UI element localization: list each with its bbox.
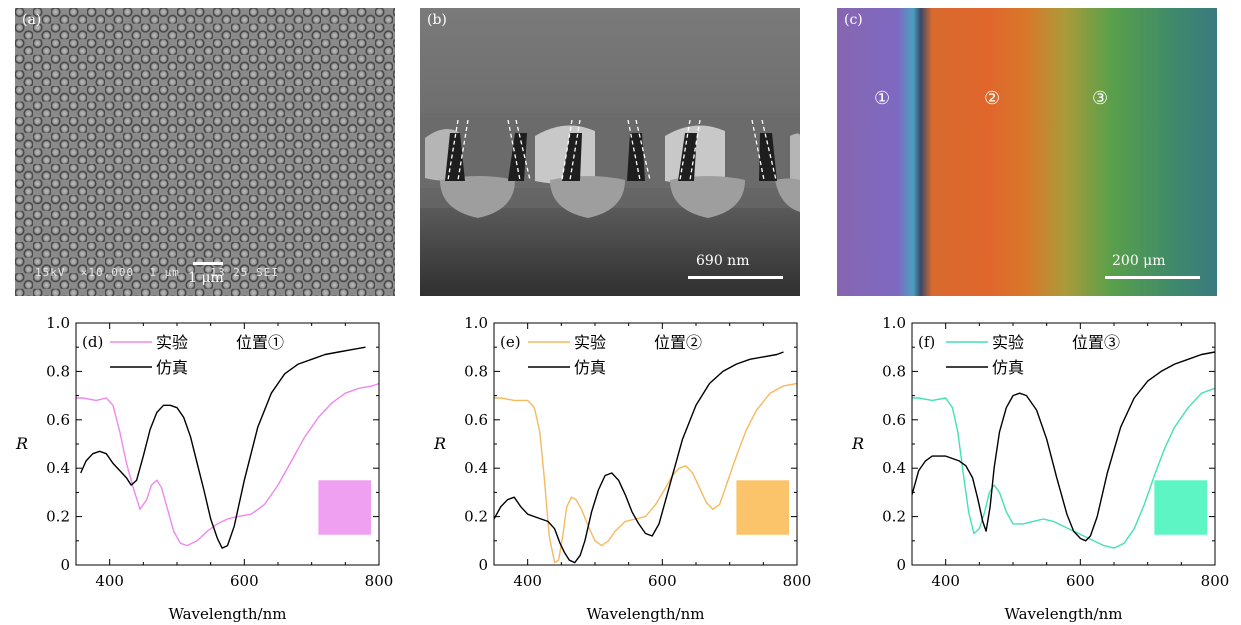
y-tick-label: 0.4	[46, 459, 70, 477]
y-tick-label: 0.6	[46, 411, 70, 429]
panel-label-c: (c)	[844, 12, 863, 28]
reflectance-chart-d: 400 600 800 0 0.2 0.4 0.6 0.8 1.0 Wavelength/nm R (…	[15, 314, 394, 623]
optical-micrograph-image: (c) ① ② ③ 200 μm	[837, 8, 1217, 296]
x-tick-label: 600	[1066, 572, 1095, 590]
y-tick-label: 0.4	[882, 459, 906, 477]
scale-bar-c	[1105, 276, 1200, 279]
panel-label-a: (a)	[22, 12, 42, 28]
sem-info-bar: 15kV ×10,000 1 μm 13 25 SEI	[35, 266, 279, 279]
series-line-experiment	[494, 382, 797, 564]
y-axis-label: R	[433, 434, 446, 453]
x-axis-label: Wavelength/nm	[1005, 605, 1123, 623]
color-swatch	[1154, 480, 1207, 535]
y-tick-label: 1.0	[464, 314, 488, 332]
sem-top-view-image: (a) 15kV ×10,000 1 μm 13 25 SEI	[15, 8, 395, 296]
x-tick-label: 800	[783, 572, 812, 590]
y-axis-label: R	[15, 434, 28, 453]
y-tick-label: 1.0	[882, 314, 906, 332]
panel-label: (e)	[500, 333, 521, 351]
legend-label: 实验	[992, 333, 1024, 352]
x-tick-label: 400	[931, 572, 960, 590]
scale-bar-a	[193, 262, 223, 265]
panel-label: (f)	[918, 333, 935, 351]
x-tick-label: 400	[95, 572, 124, 590]
sem-cross-section-image: (b) 690 nm	[420, 8, 800, 296]
position-label: 位置③	[1072, 333, 1120, 352]
sem-top-view-art	[15, 8, 395, 296]
position-label: 位置②	[654, 333, 702, 352]
y-axis-label: R	[851, 434, 864, 453]
y-tick-label: 0.6	[882, 411, 906, 429]
position-label: 位置①	[236, 333, 284, 352]
series-line-simulation	[80, 346, 366, 549]
y-tick-label: 0	[478, 556, 488, 574]
y-tick-label: 0.8	[46, 362, 70, 380]
series-line-experiment	[76, 382, 379, 547]
sem-cross-section-art	[420, 8, 800, 296]
region-marker-1: ①	[874, 88, 891, 109]
y-tick-label: 0.2	[882, 508, 906, 526]
scale-bar-b	[688, 276, 783, 279]
optical-micrograph-art	[837, 8, 1217, 296]
y-tick-label: 0	[896, 556, 906, 574]
y-tick-label: 0.2	[46, 508, 70, 526]
y-tick-label: 0.4	[464, 459, 488, 477]
series-line-experiment	[912, 387, 1215, 549]
legend-label: 仿真	[156, 358, 188, 377]
panel-label-b: (b)	[427, 12, 447, 28]
x-tick-label: 600	[230, 572, 259, 590]
legend-label: 实验	[156, 333, 188, 352]
scale-text-b: 690 nm	[696, 253, 750, 269]
scale-text-c: 200 μm	[1112, 253, 1166, 269]
color-swatch	[736, 480, 789, 535]
reflectance-chart-e: 400 600 800 0 0.2 0.4 0.6 0.8 1.0 Wavelength/nm R (…	[433, 314, 812, 623]
y-tick-label: 0.8	[882, 362, 906, 380]
x-axis-label: Wavelength/nm	[169, 605, 287, 623]
y-tick-label: 0.2	[464, 508, 488, 526]
series-line-simulation	[912, 351, 1215, 542]
y-tick-label: 0	[60, 556, 70, 574]
scale-text-a: 1 μm	[188, 270, 224, 286]
color-swatch	[318, 480, 371, 535]
series-line-simulation	[494, 351, 784, 564]
x-tick-label: 600	[648, 572, 677, 590]
legend-label: 仿真	[992, 358, 1024, 377]
panel-label: (d)	[82, 333, 103, 351]
region-marker-2: ②	[984, 88, 1001, 109]
x-tick-label: 800	[365, 572, 394, 590]
x-axis-label: Wavelength/nm	[587, 605, 705, 623]
x-tick-label: 800	[1201, 572, 1230, 590]
region-marker-3: ③	[1092, 88, 1109, 109]
x-tick-label: 400	[513, 572, 542, 590]
legend-label: 实验	[574, 333, 606, 352]
y-tick-label: 0.8	[464, 362, 488, 380]
reflectance-chart-f: 400 600 800 0 0.2 0.4 0.6 0.8 1.0 Wavelength/nm R (…	[851, 314, 1230, 623]
legend-label: 仿真	[574, 358, 606, 377]
y-tick-label: 0.6	[464, 411, 488, 429]
y-tick-label: 1.0	[46, 314, 70, 332]
